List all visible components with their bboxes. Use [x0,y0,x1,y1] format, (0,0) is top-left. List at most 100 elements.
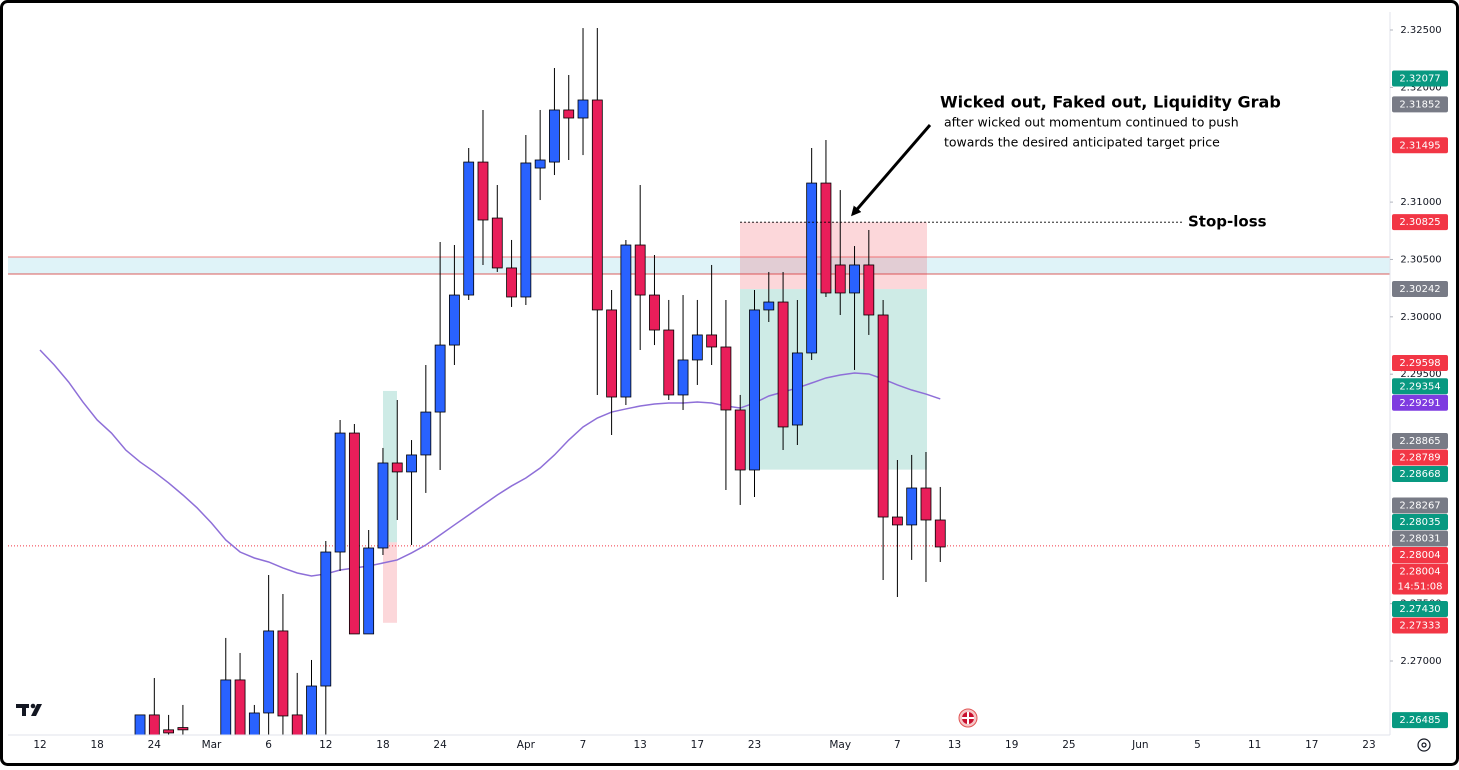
price-tag-label: 2.31495 [1399,140,1440,151]
price-tag-label: 2.28865 [1399,436,1440,447]
countdown-label: 14:51:08 [1398,581,1443,592]
price-tag [1392,281,1448,298]
candle-body [291,714,303,735]
price-tag [1392,530,1448,547]
x-tick-label: 7 [580,739,587,751]
price-tag [1392,70,1448,87]
x-tick-label: 12 [319,739,332,751]
price-tag-label: 2.27430 [1399,604,1440,615]
price-tag [1392,432,1448,449]
candle-body [763,301,775,311]
price-tag [1392,214,1448,231]
x-tick-label: 11 [1248,739,1261,751]
ma-line [39,349,941,577]
candle-body [720,346,732,411]
y-tick-label: 2.32500 [1400,25,1441,36]
price-tag-label: 2.28267 [1399,500,1440,511]
x-tick-label: May [829,739,851,751]
price-tag [1392,600,1448,617]
y-tick-label: 2.29500 [1400,369,1441,380]
stop-label: Stop-loss [1188,213,1267,231]
candle-body [620,244,632,398]
candle-body [634,244,646,296]
risk-box [383,542,397,623]
price-tag [1392,465,1448,482]
price-tag-label: 2.29598 [1399,358,1440,369]
settings-icon[interactable] [1417,738,1431,752]
candle-body [663,329,675,396]
x-tick-label: 25 [1062,739,1075,751]
candle-body [434,344,446,413]
price-tag-label: 2.31852 [1399,99,1440,110]
x-tick-label: 23 [1362,739,1375,751]
candle-body [491,217,503,269]
candle-body [777,301,789,428]
candle-body [163,729,175,734]
price-tag [1392,394,1448,411]
zone [8,257,1390,275]
candle-body [591,99,603,311]
candle-body [863,264,875,316]
price-tag [1392,546,1448,563]
candle-body [377,462,389,549]
candle-body [549,109,560,163]
annotation-line: towards the desired anticipated target p… [944,135,1220,150]
annotation-arrow [851,124,932,217]
candle-body [563,109,575,119]
flag-icon [958,708,978,728]
candle-body [391,462,403,473]
y-tick-label: 2.32000 [1400,82,1441,93]
candle-body [320,551,332,687]
candle-body [892,516,903,526]
y-tick-label: 2.30000 [1400,312,1441,323]
price-tag-label: 2.30825 [1399,217,1440,228]
x-tick-label: 24 [148,739,162,751]
x-tick-label: 5 [1194,739,1201,751]
price-tag-label: 2.29291 [1399,398,1440,409]
candle-body [463,161,475,296]
annotation-title: Wicked out, Faked out, Liquidity Grab [940,93,1281,112]
candle-body [849,264,860,294]
price-tag-label: 2.30242 [1399,284,1440,295]
candle-body [920,487,932,521]
candle-body [806,182,818,354]
x-tick-label: 6 [265,739,272,751]
price-tag [1392,617,1448,634]
price-tag-label: 2.26485 [1399,715,1440,726]
x-tick-label: 18 [90,739,103,751]
candle-body [577,99,589,119]
x-tick-label: 12 [33,739,46,751]
candle-body [348,432,360,635]
candle-body [534,159,546,169]
x-tick-label: 17 [691,739,704,751]
price-tag-label: 2.32077 [1399,74,1440,85]
candle-body [506,267,517,298]
candle-body [477,161,489,221]
candle-body [606,309,617,398]
candle-body [406,454,417,473]
candles [39,28,946,735]
price-tag [1392,137,1448,154]
reward-box [740,289,927,470]
candle-body [134,714,146,735]
price-tag [1392,497,1448,514]
price-tag [1392,354,1448,371]
candle-body [706,334,718,348]
candle-body [934,519,946,548]
candle-body [334,432,346,553]
tv-logo [16,703,42,716]
x-tick-label: 23 [748,739,761,751]
x-tick-label: 24 [433,739,447,751]
candle-body [234,679,246,735]
candle-body [877,314,889,518]
x-tick-label: 13 [948,739,961,751]
candle-body [277,630,289,717]
x-tick-label: 17 [1305,739,1318,751]
x-tick-label: 7 [894,739,901,751]
candle-body [220,679,232,735]
price-tag-label: 2.28789 [1399,452,1440,463]
x-tick-label: 13 [633,739,646,751]
risk-box [740,222,927,290]
price-tag [1392,96,1448,113]
candle-body [148,714,160,735]
